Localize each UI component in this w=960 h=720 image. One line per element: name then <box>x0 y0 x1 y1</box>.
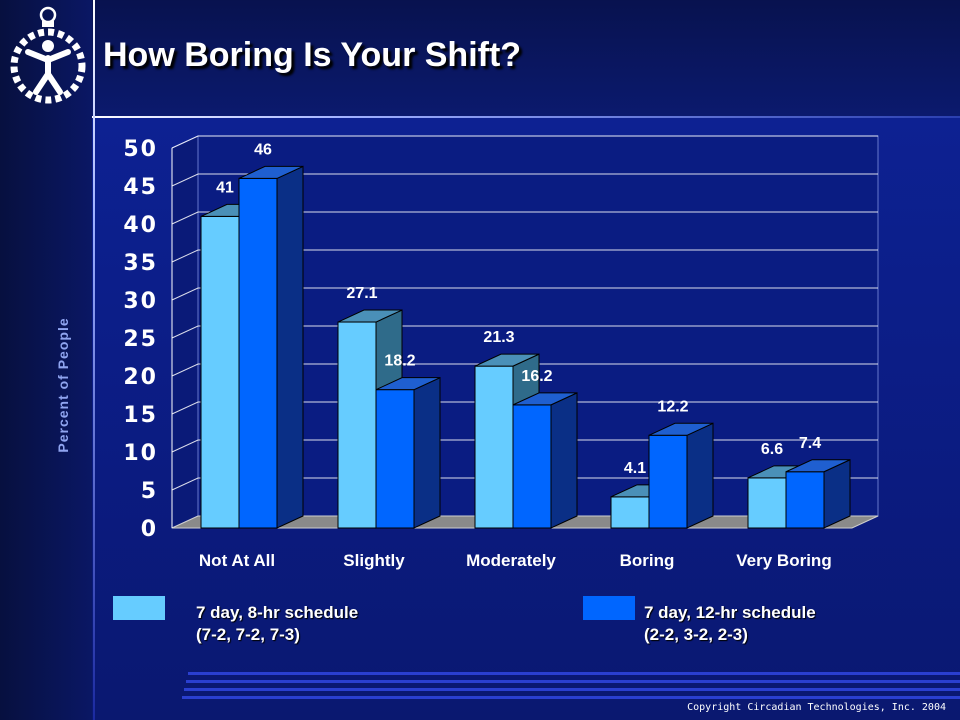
bar-0-1 <box>337 321 377 529</box>
data-label: 12.2 <box>657 398 688 415</box>
y-tick-label: 25 <box>123 327 158 352</box>
gridline <box>171 287 878 301</box>
title-band <box>0 0 960 118</box>
bar-side-1-0 <box>276 165 304 529</box>
page-title: How Boring Is Your Shift? <box>103 36 522 74</box>
y-tick-label: 50 <box>123 137 158 162</box>
gridline <box>171 401 878 415</box>
legend-label-series-a-text: 7 day, 8-hr schedule (7-2, 7-2, 7-3) <box>196 603 359 644</box>
decor-stripe <box>188 672 960 675</box>
y-tick-label: 10 <box>123 441 158 466</box>
x-tick-label: Slightly <box>343 551 405 570</box>
bar-top-1-0 <box>238 165 304 179</box>
y-tick-label: 45 <box>123 175 158 200</box>
data-label: 27.1 <box>346 285 377 302</box>
legend-label-series-a: 7 day, 8-hr schedule (7-2, 7-2, 7-3) <box>196 602 358 646</box>
bar-side-1-1 <box>413 376 441 529</box>
bar-side-1-2 <box>550 392 578 529</box>
x-tick-label: Not At All <box>199 551 275 570</box>
y-tick-label: 5 <box>141 479 158 504</box>
bar-0-4 <box>747 477 787 529</box>
y-tick-label: 15 <box>123 403 158 428</box>
bar-top-1-4 <box>785 459 851 473</box>
data-label: 41 <box>216 179 234 196</box>
y-tick-label: 35 <box>123 251 158 276</box>
bar-top-0-1 <box>337 309 403 323</box>
bar-top-1-1 <box>375 377 441 391</box>
gridline <box>171 325 878 339</box>
x-tick-label: Boring <box>620 551 675 570</box>
data-label: 46 <box>254 141 272 158</box>
sidebar-divider <box>93 0 95 720</box>
data-label: 4.1 <box>624 460 646 477</box>
data-label: 18.2 <box>384 353 415 370</box>
decor-stripe <box>182 696 960 699</box>
data-label: 16.2 <box>521 368 552 385</box>
y-tick-label: 40 <box>123 213 158 238</box>
bar-top-0-2 <box>474 353 540 367</box>
bar-0-3 <box>610 496 650 529</box>
legend-label-series-b-text: 7 day, 12-hr schedule (2-2, 3-2, 2-3) <box>644 603 816 644</box>
gridline <box>171 135 878 149</box>
bar-1-2 <box>512 404 552 529</box>
copyright-notice: Copyright Circadian Technologies, Inc. 2… <box>687 702 946 713</box>
bar-top-1-3 <box>648 422 714 436</box>
data-label: 21.3 <box>483 329 514 346</box>
gridline <box>171 249 878 263</box>
legend-label-series-b: 7 day, 12-hr schedule (2-2, 3-2, 2-3) <box>644 602 816 646</box>
bar-0-0 <box>200 215 240 529</box>
decor-stripe <box>184 688 960 691</box>
x-tick-label: Moderately <box>466 551 556 570</box>
y-tick-label: 30 <box>123 289 158 314</box>
bar-1-1 <box>375 389 415 529</box>
left-band <box>0 0 92 720</box>
data-label: 6.6 <box>761 441 783 458</box>
y-tick-label: 20 <box>123 365 158 390</box>
bar-side-1-3 <box>686 422 714 529</box>
bar-1-0 <box>238 177 278 529</box>
legend-swatch-series-b <box>583 596 635 620</box>
y-tick-label: 0 <box>141 517 158 542</box>
bar-0-2 <box>474 365 514 529</box>
x-tick-label: Very Boring <box>736 551 831 570</box>
bar-top-1-2 <box>512 392 578 406</box>
legend-swatch-series-a <box>113 596 165 620</box>
circadian-figure-logo-icon <box>10 6 86 104</box>
bar-1-4 <box>785 471 825 529</box>
gridline <box>171 211 878 225</box>
decor-stripe <box>186 680 960 683</box>
bar-1-3 <box>648 434 688 529</box>
gridline <box>171 173 878 187</box>
header-divider <box>92 116 960 118</box>
data-label: 7.4 <box>799 435 821 452</box>
gridline <box>171 363 878 377</box>
